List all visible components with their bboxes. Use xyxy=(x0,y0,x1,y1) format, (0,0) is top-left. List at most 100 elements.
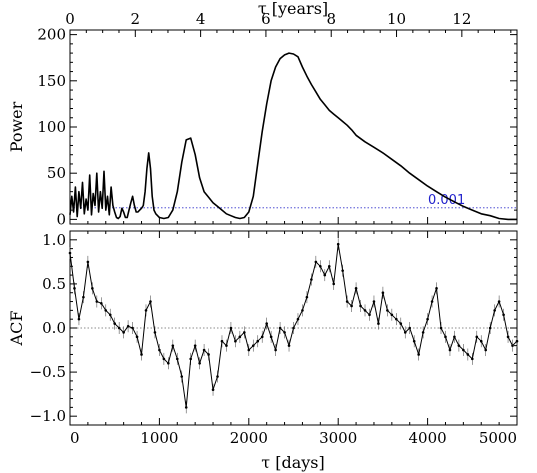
top-tick-label: 4 xyxy=(196,10,206,28)
acf-point xyxy=(251,344,255,347)
acf-point xyxy=(278,326,282,330)
acf-point xyxy=(372,300,376,303)
acf-point xyxy=(395,317,398,321)
acf-point xyxy=(403,331,407,334)
bottom-x-axis-label: τ [days] xyxy=(261,453,324,472)
acf-point xyxy=(283,331,286,334)
acf-point xyxy=(193,344,197,347)
acf-point xyxy=(91,287,94,290)
top-axis-ticks: 0 2 4 6 8 10 12 xyxy=(65,10,512,37)
acf-point xyxy=(381,291,385,295)
acf-errorbars xyxy=(69,238,518,414)
acf-point xyxy=(484,348,488,352)
y-tick-label: 0.5 xyxy=(42,275,66,293)
acf-point xyxy=(180,375,184,378)
acf-point xyxy=(408,326,412,330)
acf-point xyxy=(332,282,336,286)
acf-y-axis-label: ACF xyxy=(7,311,26,347)
acf-point xyxy=(229,326,233,330)
acf-point xyxy=(462,348,465,352)
acf-point xyxy=(202,348,206,352)
acf-point xyxy=(175,357,179,361)
acf-point xyxy=(171,344,175,347)
acf-point xyxy=(108,313,112,317)
acf-point xyxy=(417,353,420,356)
y-tick-label: 0.0 xyxy=(42,319,66,337)
periodogram-series xyxy=(69,52,517,221)
acf-x-ticks: 0 1000 2000 3000 4000 5000 xyxy=(69,231,518,447)
acf-point xyxy=(479,339,483,343)
acf-point xyxy=(471,357,474,361)
acf-point xyxy=(336,242,340,246)
y-tick-label: 150 xyxy=(37,72,66,90)
acf-point xyxy=(345,300,349,303)
acf-point xyxy=(506,335,510,339)
acf-point xyxy=(350,304,353,308)
y-tick-label: −0.5 xyxy=(30,363,66,381)
acf-y-ticks: −1.0 −0.5 0.0 0.5 1.0 xyxy=(30,231,517,425)
periodogram-panel: 0.001 0 50 100 150 200 0 2 4 6 8 10 12 Power τ [ye… xyxy=(7,0,518,228)
acf-point xyxy=(435,287,438,290)
acf-point xyxy=(126,324,130,328)
acf-point xyxy=(216,375,219,378)
acf-point xyxy=(86,260,90,264)
acf-point xyxy=(265,322,268,325)
x-tick-label: 3000 xyxy=(319,429,357,447)
top-tick-label: 10 xyxy=(387,10,406,28)
acf-point xyxy=(82,295,85,299)
acf-point xyxy=(73,287,76,290)
acf-point xyxy=(292,326,295,330)
x-tick-label: 2000 xyxy=(230,429,268,447)
acf-point xyxy=(243,331,246,334)
acf-point xyxy=(448,348,452,352)
acf-point xyxy=(149,300,152,303)
y-tick-label: 100 xyxy=(37,118,66,136)
x-tick-label: 5000 xyxy=(479,429,517,447)
acf-point xyxy=(238,335,242,339)
acf-point xyxy=(184,406,188,409)
acf-point xyxy=(162,357,166,361)
acf-point xyxy=(117,326,121,330)
acf-series xyxy=(68,242,519,409)
x-tick-label: 1000 xyxy=(140,429,178,447)
acf-point xyxy=(144,309,148,312)
acf-point xyxy=(135,335,139,339)
acf-point xyxy=(386,309,389,312)
y-tick-label: 50 xyxy=(47,164,66,182)
acf-point xyxy=(439,326,443,330)
acf-point xyxy=(167,361,170,365)
acf-point xyxy=(247,348,251,352)
acf-point xyxy=(426,317,429,321)
acf-point xyxy=(323,273,327,277)
acf-point xyxy=(274,348,277,352)
acf-point xyxy=(104,309,108,312)
acf-panel: −1.0−0.50.00.51.0 0 1000 2000 3000 4000 5000 … xyxy=(7,230,519,472)
acf-point xyxy=(475,335,479,339)
top-tick-label: 2 xyxy=(131,10,141,28)
acf-point xyxy=(511,344,514,347)
periodogram-y-ticks: 0 50 100 150 200 xyxy=(37,26,517,228)
top-tick-label: 0 xyxy=(65,10,75,28)
acf-point xyxy=(497,300,501,303)
x-tick-label: 0 xyxy=(70,429,80,447)
y-tick-label: −1.0 xyxy=(30,407,66,425)
acf-point xyxy=(502,313,505,317)
acf-point xyxy=(234,339,237,343)
acf-point xyxy=(493,309,496,312)
acf-point xyxy=(319,264,322,268)
acf-point xyxy=(189,357,192,361)
acf-point xyxy=(287,344,291,347)
y-tick-label: 1.0 xyxy=(42,231,66,249)
acf-point xyxy=(399,322,403,325)
x-tick-label: 4000 xyxy=(409,429,447,447)
acf-point xyxy=(260,335,264,339)
acf-point xyxy=(256,339,260,343)
top-tick-label: 8 xyxy=(326,10,336,28)
acf-point xyxy=(296,317,300,321)
acf-point xyxy=(359,304,362,308)
acf-point xyxy=(515,339,519,343)
acf-point xyxy=(412,339,416,343)
acf-point xyxy=(99,302,103,305)
acf-point xyxy=(207,353,210,356)
